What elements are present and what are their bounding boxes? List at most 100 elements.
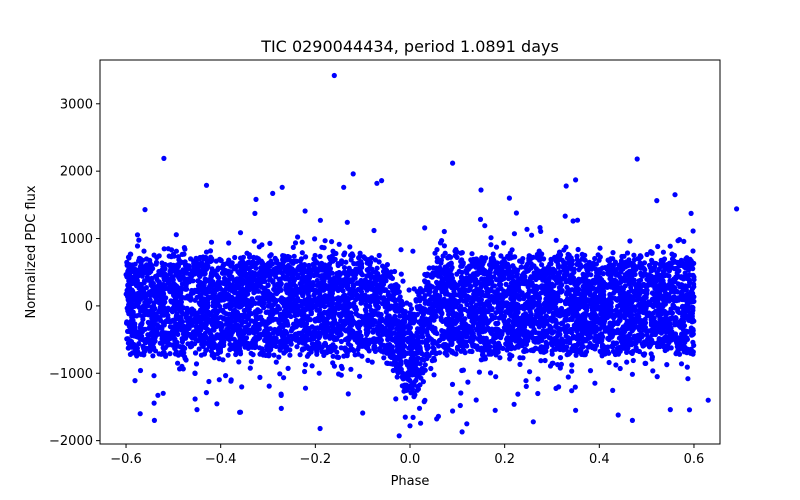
data-point: [447, 324, 454, 330]
data-point: [182, 345, 188, 351]
data-point: [676, 237, 683, 243]
data-point: [667, 243, 673, 249]
data-point: [302, 368, 308, 375]
data-point: [675, 281, 681, 287]
data-point: [631, 252, 637, 258]
data-point: [330, 248, 336, 254]
data-point: [193, 255, 199, 261]
data-point: [372, 348, 378, 354]
data-point: [226, 240, 232, 246]
data-point: [684, 255, 690, 261]
data-point: [518, 264, 524, 270]
data-point: [515, 391, 521, 397]
data-point: [383, 287, 389, 293]
data-point: [278, 405, 284, 411]
data-point: [488, 242, 494, 248]
data-point: [362, 277, 368, 283]
data-point: [345, 341, 351, 347]
data-point: [638, 330, 644, 336]
data-point: [353, 297, 359, 303]
data-point: [542, 357, 548, 364]
data-point: [292, 240, 299, 246]
data-point: [505, 270, 511, 276]
data-point: [208, 239, 215, 245]
data-point: [627, 238, 633, 244]
data-point: [271, 352, 277, 358]
data-point: [673, 315, 679, 321]
data-point: [295, 234, 301, 240]
data-point: [686, 267, 692, 273]
data-point: [358, 300, 364, 306]
data-point: [449, 348, 455, 354]
data-point: [142, 326, 148, 332]
data-point: [278, 392, 284, 398]
data-point: [317, 253, 323, 259]
data-point: [686, 407, 693, 413]
data-point: [459, 367, 465, 374]
data-point: [414, 387, 420, 393]
data-point: [200, 287, 206, 293]
data-point: [207, 342, 213, 348]
data-point: [193, 361, 200, 367]
data-point: [167, 351, 173, 357]
data-point: [319, 244, 325, 250]
data-point: [273, 316, 279, 322]
data-point: [441, 243, 447, 249]
data-point: [149, 291, 155, 297]
data-point: [449, 381, 456, 387]
data-point: [125, 340, 131, 346]
data-point: [299, 280, 305, 286]
data-point: [249, 318, 255, 324]
data-point: [370, 329, 376, 335]
data-point: [431, 372, 437, 378]
data-point: [256, 244, 262, 250]
data-point: [601, 344, 607, 350]
data-point: [616, 344, 623, 350]
data-point: [470, 271, 477, 277]
data-point: [598, 311, 604, 317]
data-point: [257, 374, 263, 380]
data-point: [527, 369, 533, 375]
data-point: [426, 291, 432, 297]
data-point: [213, 258, 219, 264]
data-point: [315, 282, 321, 288]
data-point: [225, 352, 231, 358]
data-point: [457, 402, 463, 409]
data-point: [570, 218, 576, 224]
data-point: [479, 276, 485, 282]
data-point: [259, 302, 265, 308]
data-point: [489, 316, 495, 322]
data-point: [245, 345, 251, 351]
data-point: [459, 429, 465, 435]
data-point: [592, 255, 598, 262]
data-point: [517, 258, 523, 264]
data-point: [675, 308, 681, 314]
data-point: [662, 272, 669, 278]
data-point: [401, 314, 407, 320]
data-point: [636, 324, 642, 330]
data-point: [393, 282, 399, 288]
chart-title: TIC 0290044434, period 1.0891 days: [260, 37, 559, 56]
data-point: [529, 232, 535, 238]
data-point: [423, 352, 429, 358]
data-point: [458, 390, 464, 396]
data-point: [216, 377, 222, 383]
data-point: [273, 359, 279, 365]
data-point: [400, 310, 407, 316]
data-point: [420, 379, 426, 385]
data-point: [371, 336, 377, 342]
data-point: [551, 346, 557, 352]
data-point: [151, 373, 157, 379]
data-point: [650, 368, 656, 374]
data-point: [691, 342, 697, 348]
data-point: [348, 257, 354, 263]
data-point: [317, 310, 323, 316]
data-point: [511, 231, 517, 237]
data-point: [675, 348, 681, 354]
data-point: [634, 347, 640, 354]
data-point: [684, 364, 690, 370]
data-point: [476, 369, 482, 375]
data-point: [192, 396, 198, 402]
data-point: [422, 362, 428, 368]
data-point: [229, 260, 235, 266]
